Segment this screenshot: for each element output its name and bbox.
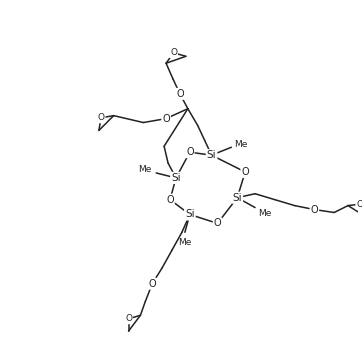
Text: O: O [170,48,177,57]
Text: O: O [176,89,184,99]
Text: Si: Si [171,173,181,183]
Text: Si: Si [232,193,242,203]
Text: Si: Si [207,150,216,160]
Text: O: O [356,200,362,209]
Text: O: O [148,279,156,289]
Text: O: O [214,218,221,228]
Text: O: O [311,205,318,215]
Text: O: O [125,314,132,323]
Text: Me: Me [258,209,272,218]
Text: Si: Si [185,209,195,220]
Text: Me: Me [235,140,248,149]
Text: Me: Me [138,166,151,174]
Text: O: O [162,114,170,124]
Text: O: O [166,195,174,205]
Text: O: O [186,147,194,157]
Text: Me: Me [178,238,191,247]
Text: O: O [97,113,105,122]
Text: O: O [241,167,249,177]
